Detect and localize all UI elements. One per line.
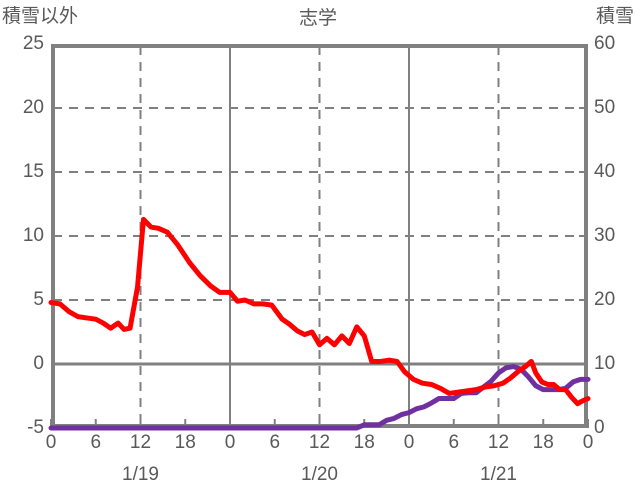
x-axis-tick: 12 xyxy=(129,432,152,453)
right-axis-unit-label: 積雪 xyxy=(595,6,634,27)
x-axis-tick: 18 xyxy=(532,432,554,453)
x-axis-tick: 0 xyxy=(403,432,415,453)
y-axis-right-tick: 60 xyxy=(594,33,616,54)
y-axis-left-tick: 0 xyxy=(33,353,44,374)
x-axis-tick: 18 xyxy=(174,432,196,453)
x-axis-tick: 0 xyxy=(582,432,594,453)
y-axis-left-tick: 20 xyxy=(22,97,44,118)
y-axis-left-tick: 10 xyxy=(22,225,44,246)
x-axis-tick: 12 xyxy=(487,432,510,453)
y-axis-right-tick: 30 xyxy=(594,225,616,246)
x-axis-tick: 6 xyxy=(448,432,460,453)
y-axis-right-tick: 20 xyxy=(594,289,616,310)
temperature-line xyxy=(48,216,591,407)
y-axis-right-tick: 0 xyxy=(594,417,605,438)
y-axis-left-tick: 25 xyxy=(22,33,44,54)
chart-title: 志学 xyxy=(298,8,337,29)
x-axis-day-label: 1/21 xyxy=(480,464,517,485)
x-axis-day-label: 1/19 xyxy=(122,464,159,485)
y-axis-left-tick: 5 xyxy=(33,289,44,310)
x-axis-tick: 0 xyxy=(224,432,236,453)
x-axis-tick: 6 xyxy=(269,432,281,453)
x-axis-tick: 12 xyxy=(308,432,331,453)
left-axis-unit-label: 積雪以外 xyxy=(2,6,79,27)
x-axis-day-label: 1/20 xyxy=(301,464,338,485)
x-axis-tick: 6 xyxy=(90,432,102,453)
y-axis-right-tick: 40 xyxy=(594,161,616,182)
y-axis-left-tick: 15 xyxy=(22,161,44,182)
y-axis-right-tick: 50 xyxy=(594,97,616,118)
y-axis-right-tick: 10 xyxy=(594,353,616,374)
x-axis-tick: 18 xyxy=(353,432,375,453)
y-axis-left-tick: -5 xyxy=(27,417,44,438)
x-axis-tick: 0 xyxy=(45,432,57,453)
